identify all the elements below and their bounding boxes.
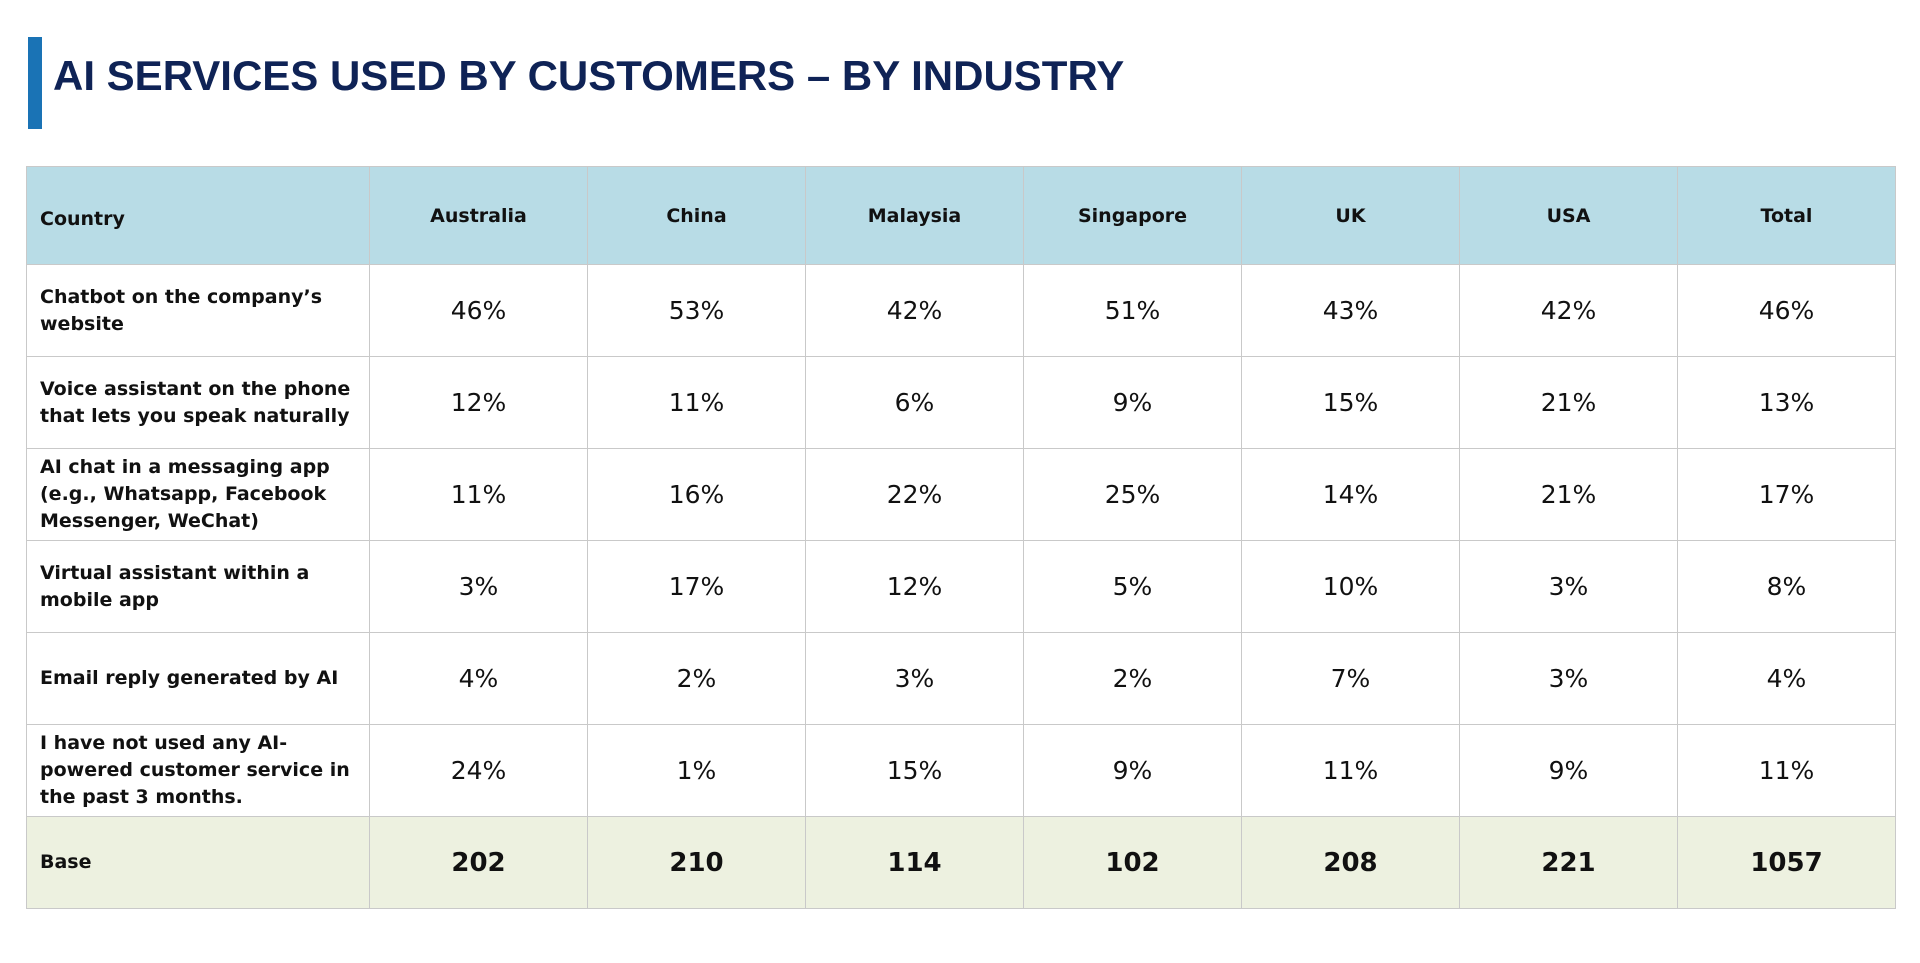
- table-cell: 43%: [1241, 264, 1460, 357]
- page-title: AI SERVICES USED BY CUSTOMERS – BY INDUS…: [53, 52, 1125, 99]
- base-cell: 210: [587, 816, 806, 909]
- base-cell: 1057: [1677, 816, 1896, 909]
- header-malaysia: Malaysia: [805, 166, 1024, 265]
- table-row: AI chat in a messaging app (e.g., Whatsa…: [26, 448, 1896, 541]
- header-australia: Australia: [369, 166, 588, 265]
- title-accent-bar: [28, 37, 42, 129]
- row-label: Chatbot on the company’s website: [26, 264, 370, 357]
- base-cell: 202: [369, 816, 588, 909]
- table-cell: 3%: [805, 632, 1024, 725]
- table-cell: 3%: [369, 540, 588, 633]
- table-cell: 4%: [369, 632, 588, 725]
- table-cell: 3%: [1459, 540, 1678, 633]
- table-cell: 53%: [587, 264, 806, 357]
- table-row: I have not used any AI-powered customer …: [26, 724, 1896, 817]
- table-cell: 12%: [369, 356, 588, 449]
- row-label: Virtual assistant within a mobile app: [26, 540, 370, 633]
- table-cell: 10%: [1241, 540, 1460, 633]
- header-uk: UK: [1241, 166, 1460, 265]
- table-cell: 42%: [805, 264, 1024, 357]
- header-china: China: [587, 166, 806, 265]
- table-cell: 22%: [805, 448, 1024, 541]
- table-cell: 25%: [1023, 448, 1242, 541]
- table-cell: 14%: [1241, 448, 1460, 541]
- base-cell: 208: [1241, 816, 1460, 909]
- table-cell: 11%: [369, 448, 588, 541]
- table-row: Chatbot on the company’s website 46% 53%…: [26, 264, 1896, 357]
- table-cell: 4%: [1677, 632, 1896, 725]
- table-cell: 17%: [587, 540, 806, 633]
- table-cell: 15%: [805, 724, 1024, 817]
- table-row: Virtual assistant within a mobile app 3%…: [26, 540, 1896, 633]
- table-cell: 9%: [1023, 724, 1242, 817]
- header-total: Total: [1677, 166, 1896, 265]
- table-cell: 3%: [1459, 632, 1678, 725]
- table-cell: 9%: [1023, 356, 1242, 449]
- table-row: Email reply generated by AI 4% 2% 3% 2% …: [26, 632, 1896, 725]
- table-cell: 6%: [805, 356, 1024, 449]
- table-cell: 12%: [805, 540, 1024, 633]
- base-cell: 114: [805, 816, 1024, 909]
- table-cell: 5%: [1023, 540, 1242, 633]
- base-cell: 102: [1023, 816, 1242, 909]
- header-country: Country: [26, 166, 370, 265]
- row-label: AI chat in a messaging app (e.g., Whatsa…: [26, 448, 370, 541]
- table-cell: 8%: [1677, 540, 1896, 633]
- table-cell: 11%: [587, 356, 806, 449]
- table-cell: 9%: [1459, 724, 1678, 817]
- table-cell: 2%: [587, 632, 806, 725]
- table-cell: 51%: [1023, 264, 1242, 357]
- table-cell: 42%: [1459, 264, 1678, 357]
- table-cell: 1%: [587, 724, 806, 817]
- table-cell: 21%: [1459, 448, 1678, 541]
- row-label: I have not used any AI-powered customer …: [26, 724, 370, 817]
- table-row: Voice assistant on the phone that lets y…: [26, 356, 1896, 449]
- table-cell: 46%: [1677, 264, 1896, 357]
- table-cell: 46%: [369, 264, 588, 357]
- table-cell: 7%: [1241, 632, 1460, 725]
- row-label: Voice assistant on the phone that lets y…: [26, 356, 370, 449]
- table-cell: 15%: [1241, 356, 1460, 449]
- header-singapore: Singapore: [1023, 166, 1242, 265]
- results-table: Country Australia China Malaysia Singapo…: [26, 166, 1896, 909]
- base-label: Base: [26, 816, 370, 909]
- table-cell: 24%: [369, 724, 588, 817]
- table-cell: 13%: [1677, 356, 1896, 449]
- table-cell: 11%: [1677, 724, 1896, 817]
- header-usa: USA: [1459, 166, 1678, 265]
- base-row: Base 202 210 114 102 208 221 1057: [26, 816, 1896, 909]
- table-header-row: Country Australia China Malaysia Singapo…: [26, 166, 1896, 265]
- table-cell: 17%: [1677, 448, 1896, 541]
- table-cell: 11%: [1241, 724, 1460, 817]
- base-cell: 221: [1459, 816, 1678, 909]
- table-cell: 21%: [1459, 356, 1678, 449]
- table-cell: 16%: [587, 448, 806, 541]
- row-label: Email reply generated by AI: [26, 632, 370, 725]
- table-cell: 2%: [1023, 632, 1242, 725]
